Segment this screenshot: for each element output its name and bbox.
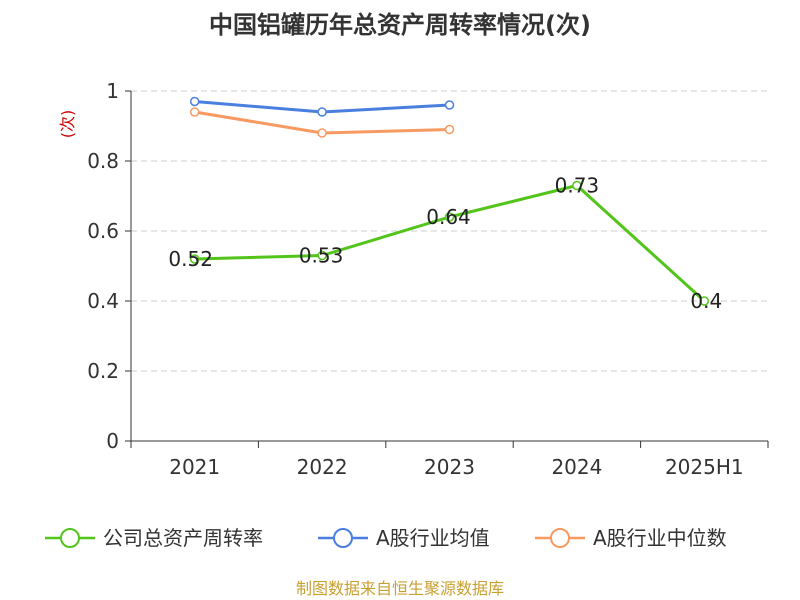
data-label: 0.64 <box>426 205 471 229</box>
data-point[interactable] <box>317 107 327 117</box>
y-tick-label: 0.4 <box>87 289 119 313</box>
data-point[interactable] <box>317 128 327 138</box>
x-tick-label: 2023 <box>424 455 475 479</box>
y-tick-label: 1 <box>106 79 119 103</box>
legend-marker <box>60 528 80 548</box>
legend[interactable]: 公司总资产周转率 A股行业均值 A股行业中位数 <box>45 526 727 550</box>
data-label: 0.4 <box>690 289 722 313</box>
data-point[interactable] <box>189 254 200 264</box>
data-point[interactable] <box>189 96 200 107</box>
legend-item[interactable]: 公司总资产周转率 <box>45 526 263 550</box>
x-tick-label: 2024 <box>551 455 602 479</box>
source-note: 制图数据来自恒生聚源数据库 <box>296 579 504 598</box>
legend-label: A股行业中位数 <box>593 526 727 550</box>
legend-item[interactable]: A股行业中位数 <box>535 526 727 550</box>
data-point[interactable] <box>317 250 327 261</box>
data-labels: 0.52 0.53 0.64 0.73 0.4 <box>168 174 722 314</box>
legend-label: A股行业均值 <box>376 526 490 550</box>
y-tick-label: 0.8 <box>87 149 119 173</box>
x-tick-label: 2025H1 <box>665 455 744 479</box>
data-point[interactable] <box>444 124 455 135</box>
y-tick-label: 0.6 <box>87 219 119 243</box>
data-point[interactable] <box>444 212 455 222</box>
y-axis-unit-label: (次) <box>58 110 77 139</box>
y-tick-label: 0.2 <box>87 359 119 383</box>
x-tick-label: 2021 <box>169 455 220 479</box>
legend-marker <box>550 528 570 548</box>
legend-label: 公司总资产周转率 <box>103 526 263 550</box>
legend-item[interactable]: A股行业均值 <box>318 526 490 550</box>
legend-marker <box>333 528 353 548</box>
grid-lines <box>131 90 768 372</box>
data-label: 0.52 <box>168 247 213 271</box>
data-point[interactable] <box>699 296 710 306</box>
y-tick-label: 0 <box>106 429 119 453</box>
data-point[interactable] <box>444 100 455 110</box>
data-label: 0.53 <box>299 244 344 268</box>
chart-title: 中国铝罐历年总资产周转率情况(次) <box>209 11 591 39</box>
series-lines <box>189 96 710 306</box>
data-point[interactable] <box>572 180 582 191</box>
data-label: 0.73 <box>555 174 600 198</box>
data-point[interactable] <box>189 107 200 117</box>
x-tick-label: 2022 <box>297 455 348 479</box>
series-line <box>194 184 706 303</box>
axes: 0 0.2 0.4 0.6 0.8 1 2021 2022 2023 2024 2025H1 <box>87 79 769 479</box>
